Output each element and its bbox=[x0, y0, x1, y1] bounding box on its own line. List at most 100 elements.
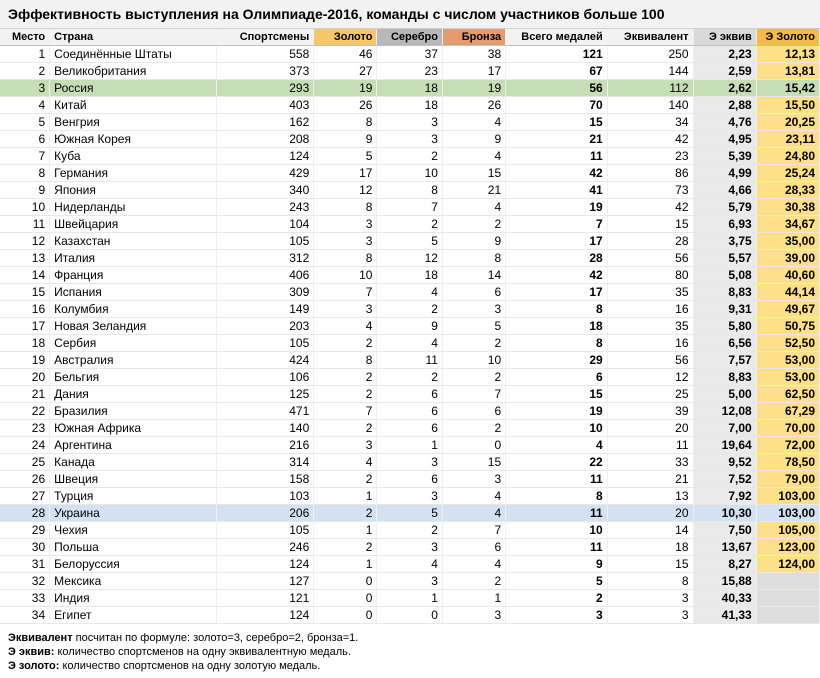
table-row: 30Польша246236111813,67123,00 bbox=[0, 539, 820, 556]
table-header-row: МестоСтранаСпортсменыЗолотоСереброБронза… bbox=[0, 29, 820, 46]
cell-country: Нидерланды bbox=[50, 199, 217, 216]
cell-gold: 12 bbox=[314, 182, 377, 199]
cell-bronze: 6 bbox=[442, 284, 505, 301]
cell-gold: 0 bbox=[314, 573, 377, 590]
cell-country: Чехия bbox=[50, 522, 217, 539]
cell-e_equiv: 6,93 bbox=[693, 216, 756, 233]
cell-athletes: 471 bbox=[217, 403, 314, 420]
cell-e_gold: 24,80 bbox=[756, 148, 819, 165]
col-header-e_equiv: Э эквив bbox=[693, 29, 756, 46]
table-row: 32Мексика1270325815,88 bbox=[0, 573, 820, 590]
cell-country: Новая Зеландия bbox=[50, 318, 217, 335]
footnote-line: Э золото: количество спортсменов на одну… bbox=[8, 660, 812, 672]
cell-athletes: 124 bbox=[217, 148, 314, 165]
cell-rank: 28 bbox=[0, 505, 50, 522]
cell-equiv: 14 bbox=[607, 522, 693, 539]
cell-e_equiv: 2,23 bbox=[693, 46, 756, 63]
cell-e_equiv: 7,92 bbox=[693, 488, 756, 505]
cell-country: Швеция bbox=[50, 471, 217, 488]
cell-rank: 15 bbox=[0, 284, 50, 301]
cell-country: Германия bbox=[50, 165, 217, 182]
cell-rank: 14 bbox=[0, 267, 50, 284]
cell-athletes: 208 bbox=[217, 131, 314, 148]
cell-country: Дания bbox=[50, 386, 217, 403]
cell-total: 21 bbox=[506, 131, 608, 148]
cell-silver: 7 bbox=[377, 199, 442, 216]
cell-athletes: 162 bbox=[217, 114, 314, 131]
cell-bronze: 15 bbox=[442, 454, 505, 471]
cell-country: Венгрия bbox=[50, 114, 217, 131]
cell-total: 3 bbox=[506, 607, 608, 624]
table-row: 4Китай403261826701402,8815,50 bbox=[0, 97, 820, 114]
cell-rank: 34 bbox=[0, 607, 50, 624]
cell-gold: 8 bbox=[314, 114, 377, 131]
cell-silver: 2 bbox=[377, 148, 442, 165]
cell-gold: 8 bbox=[314, 199, 377, 216]
cell-gold: 26 bbox=[314, 97, 377, 114]
cell-rank: 1 bbox=[0, 46, 50, 63]
cell-gold: 46 bbox=[314, 46, 377, 63]
col-header-bronze: Бронза bbox=[442, 29, 505, 46]
cell-total: 19 bbox=[506, 199, 608, 216]
cell-country: Мексика bbox=[50, 573, 217, 590]
cell-athletes: 216 bbox=[217, 437, 314, 454]
cell-equiv: 33 bbox=[607, 454, 693, 471]
col-header-country: Страна bbox=[50, 29, 217, 46]
cell-silver: 5 bbox=[377, 233, 442, 250]
cell-equiv: 25 bbox=[607, 386, 693, 403]
cell-bronze: 4 bbox=[442, 556, 505, 573]
cell-total: 42 bbox=[506, 165, 608, 182]
cell-rank: 10 bbox=[0, 199, 50, 216]
cell-silver: 3 bbox=[377, 539, 442, 556]
cell-athletes: 406 bbox=[217, 267, 314, 284]
cell-total: 67 bbox=[506, 63, 608, 80]
cell-rank: 7 bbox=[0, 148, 50, 165]
cell-country: Франция bbox=[50, 267, 217, 284]
table-row: 29Чехия10512710147,50105,00 bbox=[0, 522, 820, 539]
cell-total: 11 bbox=[506, 148, 608, 165]
cell-bronze: 9 bbox=[442, 131, 505, 148]
cell-total: 11 bbox=[506, 505, 608, 522]
cell-e_gold: 53,00 bbox=[756, 369, 819, 386]
cell-equiv: 144 bbox=[607, 63, 693, 80]
cell-e_equiv: 9,52 bbox=[693, 454, 756, 471]
cell-bronze: 2 bbox=[442, 335, 505, 352]
cell-gold: 5 bbox=[314, 148, 377, 165]
cell-equiv: 16 bbox=[607, 301, 693, 318]
cell-silver: 11 bbox=[377, 352, 442, 369]
cell-e_equiv: 13,67 bbox=[693, 539, 756, 556]
cell-bronze: 6 bbox=[442, 539, 505, 556]
cell-e_equiv: 8,27 bbox=[693, 556, 756, 573]
cell-e_equiv: 4,76 bbox=[693, 114, 756, 131]
cell-gold: 2 bbox=[314, 471, 377, 488]
cell-bronze: 19 bbox=[442, 80, 505, 97]
cell-athletes: 105 bbox=[217, 233, 314, 250]
cell-gold: 17 bbox=[314, 165, 377, 182]
cell-athletes: 106 bbox=[217, 369, 314, 386]
cell-total: 8 bbox=[506, 488, 608, 505]
cell-total: 9 bbox=[506, 556, 608, 573]
cell-e_equiv: 10,30 bbox=[693, 505, 756, 522]
cell-e_equiv: 41,33 bbox=[693, 607, 756, 624]
cell-country: Куба bbox=[50, 148, 217, 165]
cell-silver: 4 bbox=[377, 284, 442, 301]
cell-equiv: 11 bbox=[607, 437, 693, 454]
cell-total: 11 bbox=[506, 539, 608, 556]
cell-total: 41 bbox=[506, 182, 608, 199]
cell-e_gold: 39,00 bbox=[756, 250, 819, 267]
cell-rank: 26 bbox=[0, 471, 50, 488]
cell-country: Италия bbox=[50, 250, 217, 267]
cell-silver: 5 bbox=[377, 505, 442, 522]
table-row: 7Куба12452411235,3924,80 bbox=[0, 148, 820, 165]
cell-e_gold: 34,67 bbox=[756, 216, 819, 233]
cell-gold: 0 bbox=[314, 590, 377, 607]
footnote-line: Э эквив: количество спортсменов на одну … bbox=[8, 646, 812, 658]
cell-e_equiv: 5,80 bbox=[693, 318, 756, 335]
cell-athletes: 558 bbox=[217, 46, 314, 63]
cell-gold: 1 bbox=[314, 556, 377, 573]
cell-silver: 3 bbox=[377, 114, 442, 131]
cell-total: 42 bbox=[506, 267, 608, 284]
cell-total: 19 bbox=[506, 403, 608, 420]
cell-silver: 12 bbox=[377, 250, 442, 267]
cell-gold: 0 bbox=[314, 607, 377, 624]
